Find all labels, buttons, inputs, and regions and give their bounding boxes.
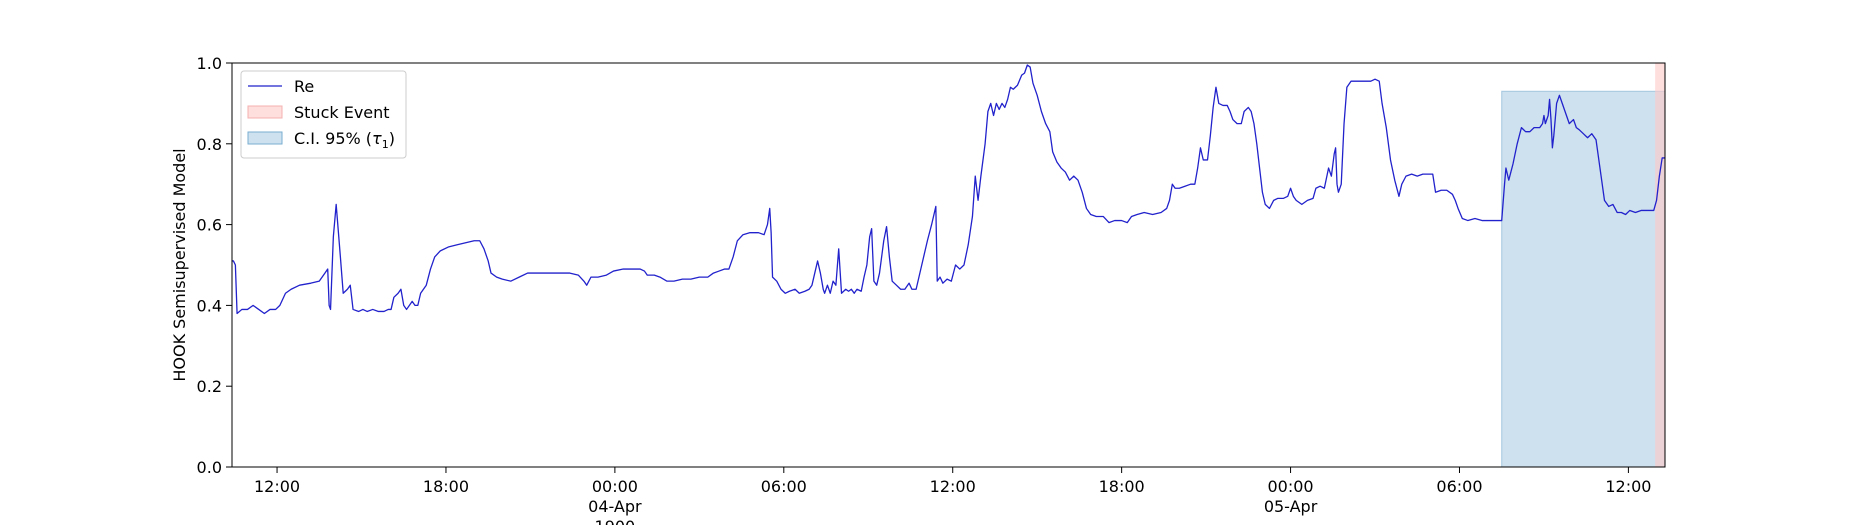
legend: Re Stuck Event C.I. 95% (τ1) (240, 70, 407, 159)
legend-swatch-ci (247, 131, 283, 145)
y-tick-label: 0.2 (197, 377, 222, 396)
ci-band (1501, 90, 1666, 468)
stuck-event-band (1655, 63, 1665, 467)
y-axis-label: HOOK Semisupervised Model (170, 148, 189, 381)
x-tick-label: 12:00 (254, 477, 300, 496)
legend-label-stuck-event: Stuck Event (294, 103, 390, 122)
legend-swatch-stuck (247, 105, 283, 119)
y-tick-label: 0.4 (197, 296, 222, 315)
x-tick-label: 12:00 (930, 477, 976, 496)
x-tick-label: 12:00 (1605, 477, 1651, 496)
series-layer (232, 64, 1665, 315)
x-tick-label: 18:00 (423, 477, 469, 496)
plot-frame (231, 62, 1666, 468)
x-tick-label: 18:00 (1099, 477, 1145, 496)
x-tick-label: 05-Apr (1264, 497, 1318, 516)
x-tick-label: 00:00 (592, 477, 638, 496)
series-line-re (232, 64, 1665, 315)
x-tick-label: 1900 (595, 517, 636, 525)
y-tick-label: 0.0 (197, 458, 222, 477)
legend-label-re: Re (294, 77, 314, 96)
x-tick-label: 06:00 (1436, 477, 1482, 496)
y-tick-label: 0.6 (197, 216, 222, 235)
shaded-regions (1501, 63, 1666, 468)
axes: 0.00.20.40.60.81.012:0018:0000:0004-Apr1… (197, 54, 1666, 525)
y-tick-label: 1.0 (197, 54, 222, 73)
y-tick-label: 0.8 (197, 135, 222, 154)
x-tick-label: 00:00 (1268, 477, 1314, 496)
legend-label-ci: C.I. 95% (τ1) (294, 129, 395, 151)
x-tick-label: 04-Apr (588, 497, 642, 516)
x-tick-label: 06:00 (761, 477, 807, 496)
